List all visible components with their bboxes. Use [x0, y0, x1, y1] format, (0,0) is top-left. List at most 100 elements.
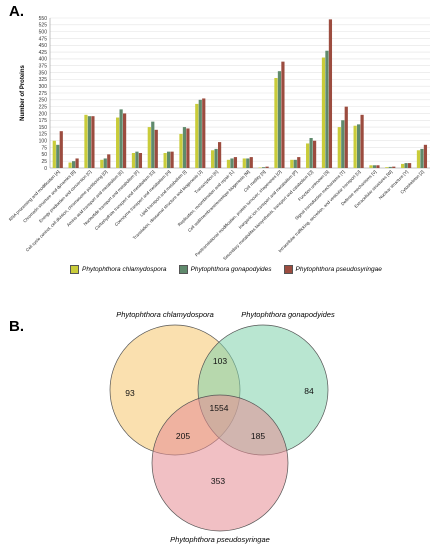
- legend-label-chlamydospora: Phytophthora chlamydospora: [82, 265, 167, 273]
- legend-swatch-pseudosyringae: [283, 264, 293, 274]
- y-tick-label: 250: [39, 98, 48, 104]
- bar-pseudosyringae: [312, 140, 317, 168]
- bar-gonapodyides: [119, 109, 123, 168]
- bar-pseudosyringae: [265, 166, 269, 168]
- bar-pseudosyringae: [328, 19, 333, 169]
- count-gonapodyides-pseudosyringae: 185: [251, 431, 265, 441]
- bar-chlamydospora: [179, 133, 183, 168]
- bar-gonapodyides: [309, 138, 313, 168]
- bar-pseudosyringae: [423, 144, 428, 168]
- bar-gonapodyides: [262, 167, 266, 168]
- bar-pseudosyringae: [75, 158, 79, 168]
- bar-chlamydospora: [195, 103, 199, 168]
- bar-gonapodyides: [151, 121, 155, 168]
- bar-pseudosyringae: [154, 129, 158, 168]
- y-tick-label: 25: [41, 159, 47, 165]
- y-tick-label: 375: [39, 64, 48, 70]
- bar-pseudosyringae: [186, 128, 190, 168]
- bar-gonapodyides: [420, 148, 424, 168]
- y-tick-label: 450: [39, 43, 48, 49]
- set-label-pseudosyringae: Phytophthora pseudosyringae: [170, 535, 270, 544]
- y-tick-label: 125: [39, 132, 48, 138]
- bar-gonapodyides: [214, 148, 218, 168]
- y-tick-label: 50: [41, 152, 47, 158]
- bar-pseudosyringae: [249, 157, 253, 168]
- y-tick-label: 225: [39, 104, 48, 110]
- y-tick-label: 550: [39, 16, 48, 22]
- bar-gonapodyides: [404, 163, 408, 168]
- bar-gonapodyides: [357, 124, 361, 168]
- panel-a-label: A.: [9, 3, 24, 20]
- legend-label-pseudosyringae: Phytophthora pseudosyringae: [295, 265, 382, 273]
- y-tick-label: 475: [39, 36, 48, 42]
- y-tick-label: 75: [41, 145, 47, 151]
- bar-chlamydospora: [337, 127, 341, 168]
- bar-pseudosyringae: [233, 157, 238, 168]
- bar-pseudosyringae: [344, 106, 348, 168]
- bar-gonapodyides: [56, 144, 60, 168]
- bar-gonapodyides: [293, 159, 297, 168]
- panel-b-label: B.: [9, 318, 24, 335]
- bar-chlamydospora: [226, 159, 231, 168]
- bar-gonapodyides: [167, 151, 171, 168]
- bar-pseudosyringae: [217, 142, 222, 168]
- bar-pseudosyringae: [91, 116, 95, 168]
- legend-swatch-chlamydospora: [70, 264, 79, 274]
- x-tick-label: Inorganic ion transport and metabolism […: [238, 169, 299, 230]
- bar-chlamydospora: [131, 153, 136, 168]
- bar-gonapodyides: [182, 127, 187, 168]
- y-tick-label: 150: [39, 125, 48, 131]
- legend-swatch-gonapodyides: [178, 264, 188, 274]
- legend-item-chlamydospora: Phytophthora chlamydospora: [70, 264, 167, 274]
- bar-pseudosyringae: [138, 153, 143, 168]
- y-tick-label: 0: [44, 166, 47, 172]
- y-tick-label: 200: [39, 111, 48, 117]
- bar-chlamydospora: [68, 162, 72, 168]
- y-tick-label: 500: [39, 29, 48, 35]
- bar-chlamydospora: [258, 167, 262, 168]
- y-tick-label: 100: [39, 139, 48, 145]
- bar-gonapodyides: [277, 71, 282, 168]
- bar-pseudosyringae: [376, 165, 380, 168]
- bar-chlamydospora: [116, 117, 120, 168]
- bar-chlamydospora: [353, 125, 357, 168]
- bar-pseudosyringae: [360, 114, 364, 168]
- y-tick-label: 425: [39, 50, 48, 56]
- bar-chlamydospora: [84, 114, 88, 168]
- bar-chlamydospora: [290, 159, 294, 168]
- count-pseudosyringae-only: 353: [211, 476, 225, 486]
- bar-chlamydospora: [385, 167, 389, 168]
- bar-pseudosyringae: [407, 163, 412, 168]
- legend-label-gonapodyides: Phytophthora gonapodyides: [190, 265, 272, 273]
- bar-chlamydospora: [401, 163, 405, 168]
- count-chlamydospora-gonapodyides: 103: [213, 356, 227, 366]
- chart-legend: Phytophthora chlamydospora Phytophthora …: [70, 262, 390, 276]
- bar-gonapodyides: [103, 158, 107, 168]
- bar-chlamydospora: [163, 153, 167, 168]
- bar-gonapodyides: [372, 165, 377, 168]
- count-chlamydospora-only: 93: [125, 388, 135, 398]
- bar-chlamydospora: [52, 140, 56, 168]
- legend-item-gonapodyides: Phytophthora gonapodyides: [178, 264, 272, 274]
- y-tick-label: 350: [39, 70, 48, 76]
- y-tick-label: 175: [39, 118, 48, 124]
- bar-gonapodyides: [72, 161, 76, 168]
- bar-pseudosyringae: [59, 131, 63, 168]
- bar-chart: 0255075100125150175200225250275300325350…: [8, 16, 430, 261]
- bar-gonapodyides: [341, 120, 345, 168]
- set-label-chlamydospora: Phytophthora chlamydospora: [116, 310, 214, 319]
- bar-chlamydospora: [211, 150, 215, 168]
- bar-chlamydospora: [147, 127, 151, 168]
- bar-chlamydospora: [274, 78, 278, 168]
- bar-chlamydospora: [306, 143, 310, 168]
- bar-pseudosyringae: [202, 98, 206, 168]
- y-tick-label: 525: [39, 23, 48, 29]
- y-tick-label: 275: [39, 91, 48, 97]
- bar-pseudosyringae: [107, 154, 111, 168]
- bar-gonapodyides: [246, 158, 250, 168]
- bar-gonapodyides: [230, 158, 234, 168]
- bar-pseudosyringae: [170, 151, 174, 168]
- count-chlamydospora-pseudosyringae: 205: [176, 431, 190, 441]
- legend-item-pseudosyringae: Phytophthora pseudosyringae: [283, 264, 382, 274]
- y-tick-label: 325: [39, 77, 48, 83]
